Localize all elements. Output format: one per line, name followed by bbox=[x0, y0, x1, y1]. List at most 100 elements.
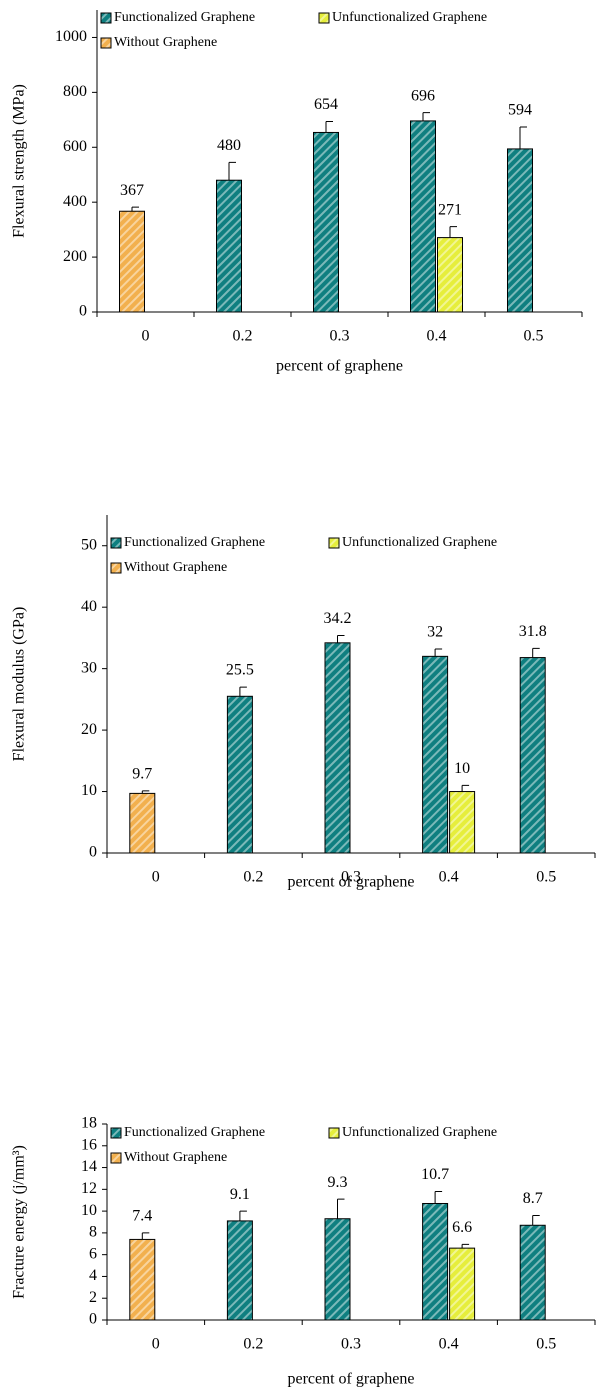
x-tick-label: 0.2 bbox=[233, 328, 253, 345]
x-tick-label: 0.3 bbox=[341, 869, 361, 886]
legend-label: Without Graphene bbox=[124, 1150, 227, 1165]
x-tick-label: 0.5 bbox=[536, 869, 556, 886]
x-axis-label: percent of graphene bbox=[287, 1371, 414, 1388]
x-tick-label: 0.4 bbox=[427, 328, 447, 345]
y-axis-label: Fracture energy (j/mm³) bbox=[11, 1145, 28, 1299]
y-tick-label: 0 bbox=[89, 844, 97, 861]
x-tick-label: 0.5 bbox=[536, 1336, 556, 1353]
error-bar bbox=[434, 648, 443, 657]
x-tick-label: 0.2 bbox=[243, 869, 263, 886]
error-bar bbox=[519, 126, 527, 149]
x-axis-label: percent of graphene bbox=[287, 874, 414, 891]
y-tick-label: 30 bbox=[81, 659, 97, 676]
bar bbox=[422, 1202, 449, 1321]
y-tick-label: 2 bbox=[89, 1289, 97, 1306]
x-tick-label: 0 bbox=[152, 1336, 160, 1353]
y-tick-label: 18 bbox=[81, 1115, 97, 1132]
bar bbox=[449, 1247, 476, 1321]
y-tick-label: 14 bbox=[81, 1158, 97, 1175]
y-tick-label: 50 bbox=[81, 536, 97, 553]
x-tick-label: 0.4 bbox=[439, 1336, 459, 1353]
y-axis-label: Flexural modulus (GPa) bbox=[11, 607, 28, 762]
x-tick-label: 0 bbox=[142, 328, 150, 345]
x-axis-label: percent of graphene bbox=[276, 358, 403, 375]
bar bbox=[410, 120, 436, 313]
bar bbox=[119, 210, 145, 313]
y-tick-label: 12 bbox=[81, 1180, 97, 1197]
error-bar bbox=[461, 784, 470, 792]
x-tick-label: 0.2 bbox=[243, 1336, 263, 1353]
data-label: 8.7 bbox=[523, 1190, 543, 1207]
legend-swatch bbox=[100, 37, 112, 49]
data-label: 6.6 bbox=[452, 1219, 472, 1236]
legend-label: Unfunctionalized Graphene bbox=[332, 10, 487, 25]
bar bbox=[437, 237, 463, 313]
bar bbox=[226, 695, 253, 854]
y-tick-label: 800 bbox=[63, 83, 87, 100]
legend-label: Without Graphene bbox=[114, 35, 217, 50]
error-bar bbox=[141, 1232, 150, 1240]
bar bbox=[507, 148, 533, 313]
y-tick-label: 4 bbox=[89, 1267, 97, 1284]
error-bar bbox=[239, 686, 247, 697]
error-bar bbox=[337, 1198, 345, 1219]
bar bbox=[324, 642, 351, 854]
data-label: 594 bbox=[508, 102, 532, 119]
legend-swatch bbox=[110, 562, 122, 574]
y-tick-label: 0 bbox=[79, 303, 87, 320]
data-label: 480 bbox=[217, 137, 241, 154]
error-bar bbox=[141, 790, 150, 794]
data-label: 9.3 bbox=[328, 1174, 348, 1191]
y-tick-label: 10 bbox=[81, 782, 97, 799]
x-tick-label: 0.3 bbox=[341, 1336, 361, 1353]
legend-swatch bbox=[110, 1152, 122, 1164]
legend-label: Unfunctionalized Graphene bbox=[342, 1125, 497, 1140]
y-tick-label: 200 bbox=[63, 248, 87, 265]
bar bbox=[324, 1218, 351, 1321]
data-label: 9.7 bbox=[132, 766, 152, 783]
bar bbox=[422, 655, 449, 854]
legend-swatch bbox=[110, 1127, 122, 1139]
legend-label: Unfunctionalized Graphene bbox=[342, 535, 497, 550]
y-tick-label: 16 bbox=[81, 1136, 97, 1153]
error-bar bbox=[449, 226, 457, 238]
data-label: 10.7 bbox=[421, 1166, 449, 1183]
x-tick-label: 0.5 bbox=[524, 328, 544, 345]
y-tick-label: 0 bbox=[89, 1311, 97, 1328]
error-bar bbox=[532, 1214, 540, 1226]
legend-swatch bbox=[110, 537, 122, 549]
data-label: 271 bbox=[438, 201, 462, 218]
legend-label: Functionalized Graphene bbox=[114, 10, 255, 25]
legend-label: Without Graphene bbox=[124, 560, 227, 575]
x-tick-label: 0.4 bbox=[439, 869, 459, 886]
error-bar bbox=[228, 161, 236, 181]
error-bar bbox=[532, 647, 540, 658]
bar bbox=[129, 792, 156, 854]
y-tick-label: 400 bbox=[63, 193, 87, 210]
data-label: 32 bbox=[427, 624, 443, 641]
y-tick-label: 600 bbox=[63, 138, 87, 155]
bar bbox=[216, 179, 242, 313]
error-bar bbox=[434, 1191, 443, 1204]
data-label: 10 bbox=[454, 760, 470, 777]
x-tick-label: 0.3 bbox=[330, 328, 350, 345]
data-label: 34.2 bbox=[324, 610, 352, 627]
error-bar bbox=[337, 634, 345, 643]
error-bar bbox=[325, 120, 333, 133]
data-label: 25.5 bbox=[226, 662, 254, 679]
x-tick-label: 0 bbox=[152, 869, 160, 886]
legend-swatch bbox=[318, 12, 330, 24]
y-tick-label: 1000 bbox=[55, 28, 87, 45]
bar bbox=[519, 1224, 546, 1321]
data-label: 696 bbox=[411, 87, 435, 104]
legend-label: Functionalized Graphene bbox=[124, 535, 265, 550]
bar bbox=[313, 131, 339, 313]
error-bar bbox=[422, 112, 430, 121]
data-label: 31.8 bbox=[519, 623, 547, 640]
data-label: 654 bbox=[314, 96, 338, 113]
error-bar bbox=[239, 1210, 247, 1221]
legend-swatch bbox=[328, 1127, 340, 1139]
y-tick-label: 10 bbox=[81, 1202, 97, 1219]
bar bbox=[449, 791, 476, 854]
